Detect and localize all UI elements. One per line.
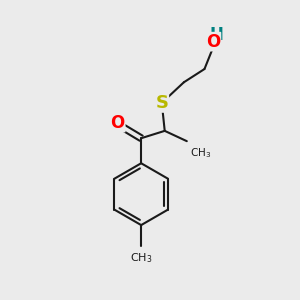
Text: CH$_3$: CH$_3$	[190, 146, 211, 160]
Text: S: S	[155, 94, 168, 112]
Text: O: O	[206, 33, 220, 51]
Text: H: H	[210, 26, 224, 44]
Text: O: O	[110, 114, 125, 132]
Text: CH$_3$: CH$_3$	[130, 251, 152, 265]
